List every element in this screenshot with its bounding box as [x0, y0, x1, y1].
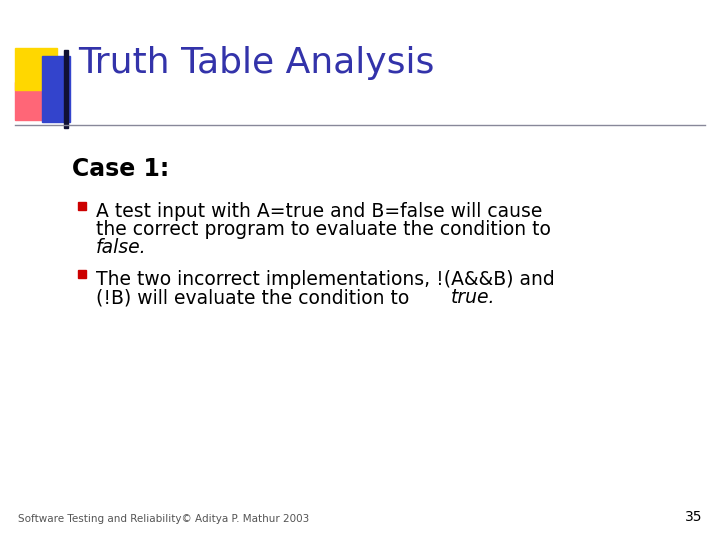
Text: 35: 35 [685, 510, 702, 524]
Bar [78, 202, 86, 210]
Bar [15, 48, 57, 90]
Text: A test input with A=true and B=false will cause: A test input with A=true and B=false wil… [96, 202, 542, 221]
Text: Truth Table Analysis: Truth Table Analysis [78, 46, 434, 80]
Bar [78, 270, 86, 278]
Text: the correct program to evaluate the condition to: the correct program to evaluate the cond… [96, 220, 551, 239]
Bar [42, 56, 70, 122]
Text: true.: true. [451, 288, 495, 307]
Text: The two incorrect implementations, !(A&&B) and: The two incorrect implementations, !(A&&… [96, 270, 554, 289]
Text: false.: false. [96, 238, 147, 257]
Bar [64, 50, 68, 128]
Bar [15, 82, 65, 120]
Text: Case 1:: Case 1: [72, 157, 169, 181]
Text: (!B) will evaluate the condition to: (!B) will evaluate the condition to [96, 288, 415, 307]
Text: Software Testing and Reliability© Aditya P. Mathur 2003: Software Testing and Reliability© Aditya… [18, 514, 310, 524]
